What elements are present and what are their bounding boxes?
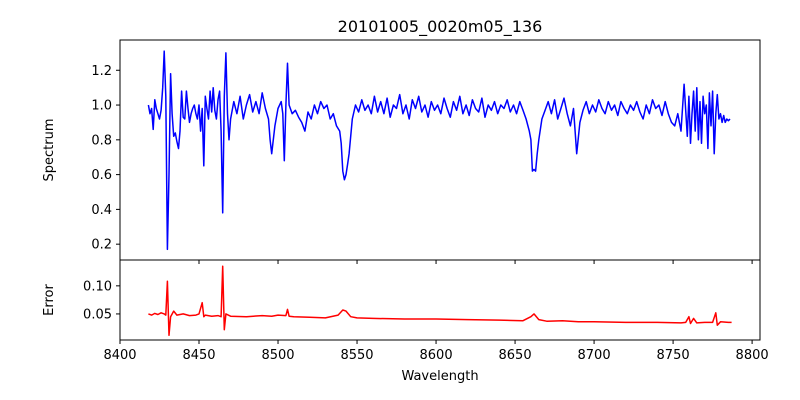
x-tick-label: 8550 xyxy=(340,348,373,363)
error-y-label: Error xyxy=(42,284,57,316)
x-tick-label: 8800 xyxy=(736,348,769,363)
error-line xyxy=(148,265,732,337)
y-tick-label: 0.8 xyxy=(91,133,112,148)
y-tick-label: 0.2 xyxy=(91,238,112,253)
y-tick-label: 0.6 xyxy=(91,168,112,183)
y-tick-label: 0.05 xyxy=(83,307,112,322)
x-tick-label: 8700 xyxy=(578,348,611,363)
spectrum-y-label: Spectrum xyxy=(42,119,57,182)
x-tick-label: 8500 xyxy=(261,348,294,363)
x-tick-label: 8400 xyxy=(103,348,136,363)
x-tick-label: 8450 xyxy=(182,348,215,363)
axes-frame xyxy=(119,259,761,341)
spectrum-line xyxy=(147,50,731,251)
x-tick-label: 8600 xyxy=(420,348,453,363)
error-axes: 0.05 0.10 8400 8450 8500 8550 8600 8650 8700 8750… xyxy=(83,259,769,363)
y-tick-label: 0.4 xyxy=(91,203,112,218)
y-tick-label: 1.2 xyxy=(91,64,112,79)
x-axis-label: Wavelength xyxy=(401,369,478,384)
y-tick-label: 1.0 xyxy=(91,99,112,114)
y-tick-label: 0.10 xyxy=(83,279,112,294)
x-tick-label: 8750 xyxy=(657,348,690,363)
chart-title: 20101005_0020m05_136 xyxy=(338,17,543,37)
x-tick-label: 8650 xyxy=(499,348,532,363)
